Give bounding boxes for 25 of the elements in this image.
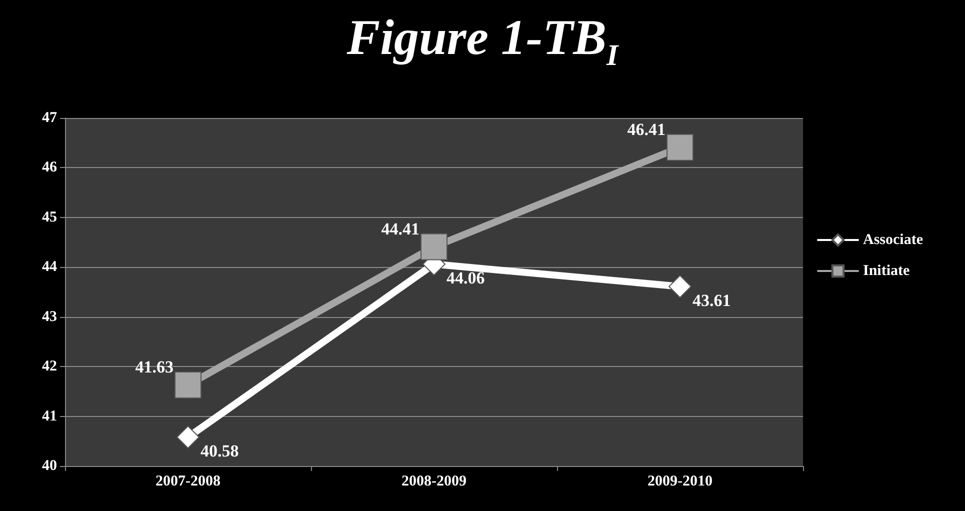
y-tick-label: 43 bbox=[42, 308, 57, 325]
data-label: 44.41 bbox=[381, 219, 420, 238]
y-tick-label: 41 bbox=[42, 408, 57, 424]
data-label: 40.58 bbox=[200, 442, 239, 461]
y-tick-label: 42 bbox=[42, 358, 57, 375]
point bbox=[420, 233, 448, 260]
data-label: 44.06 bbox=[446, 268, 485, 288]
x-tick-label: 2008-2009 bbox=[402, 474, 466, 490]
point bbox=[176, 426, 200, 449]
y-tick-label: 40 bbox=[42, 458, 57, 474]
y-tick-label: 47 bbox=[42, 110, 58, 126]
data-label: 43.61 bbox=[692, 291, 731, 310]
data-label: 46.41 bbox=[627, 120, 666, 139]
y-tick-label: 45 bbox=[42, 209, 57, 226]
point bbox=[174, 371, 202, 398]
legend-label: Initiate bbox=[863, 263, 910, 279]
x-tick-label: 2009-2010 bbox=[648, 474, 712, 490]
data-label: 41.63 bbox=[135, 357, 174, 376]
point bbox=[666, 134, 694, 161]
point bbox=[668, 275, 692, 298]
legend-label: Associate bbox=[863, 232, 924, 248]
x-tick-label: 2007-2008 bbox=[156, 474, 220, 490]
y-tick-label: 44 bbox=[42, 259, 58, 276]
y-tick-label: 46 bbox=[42, 160, 58, 176]
chart-title: Figure 1-TB$_{I}$ bbox=[346, 8, 620, 73]
